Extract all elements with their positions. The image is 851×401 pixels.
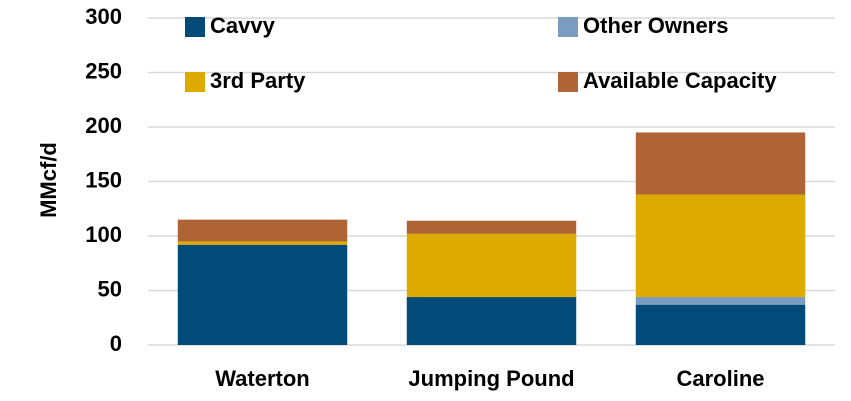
x-tick-label: Waterton [215, 366, 310, 391]
bar-segment [635, 132, 806, 195]
bar-segment [635, 297, 806, 305]
legend-swatch [558, 17, 578, 37]
bar-segment [177, 219, 348, 242]
legend-swatch [185, 17, 205, 37]
bar-segment [406, 220, 577, 234]
y-tick-label: 50 [98, 276, 122, 301]
x-tick-label: Caroline [676, 366, 764, 391]
legend-swatch [185, 72, 205, 92]
legend-label: Available Capacity [583, 68, 777, 93]
bar-segment [406, 233, 577, 298]
bar-segment [635, 194, 806, 298]
y-tick-label: 200 [85, 113, 122, 138]
bar-segment [177, 244, 348, 345]
legend-label: Cavvy [210, 13, 276, 38]
y-tick-label: 300 [85, 4, 122, 29]
y-axis-label: MMcf/d [36, 142, 61, 218]
bar-segment [406, 297, 577, 345]
y-tick-label: 250 [85, 58, 122, 83]
y-tick-label: 150 [85, 167, 122, 192]
bar-segment [177, 241, 348, 245]
legend-swatch [558, 72, 578, 92]
legend-label: Other Owners [583, 13, 728, 38]
x-tick-label: Jumping Pound [408, 366, 574, 391]
y-tick-label: 100 [85, 222, 122, 247]
bar-segment [635, 304, 806, 345]
legend-label: 3rd Party [210, 68, 306, 93]
y-tick-label: 0 [110, 331, 122, 356]
